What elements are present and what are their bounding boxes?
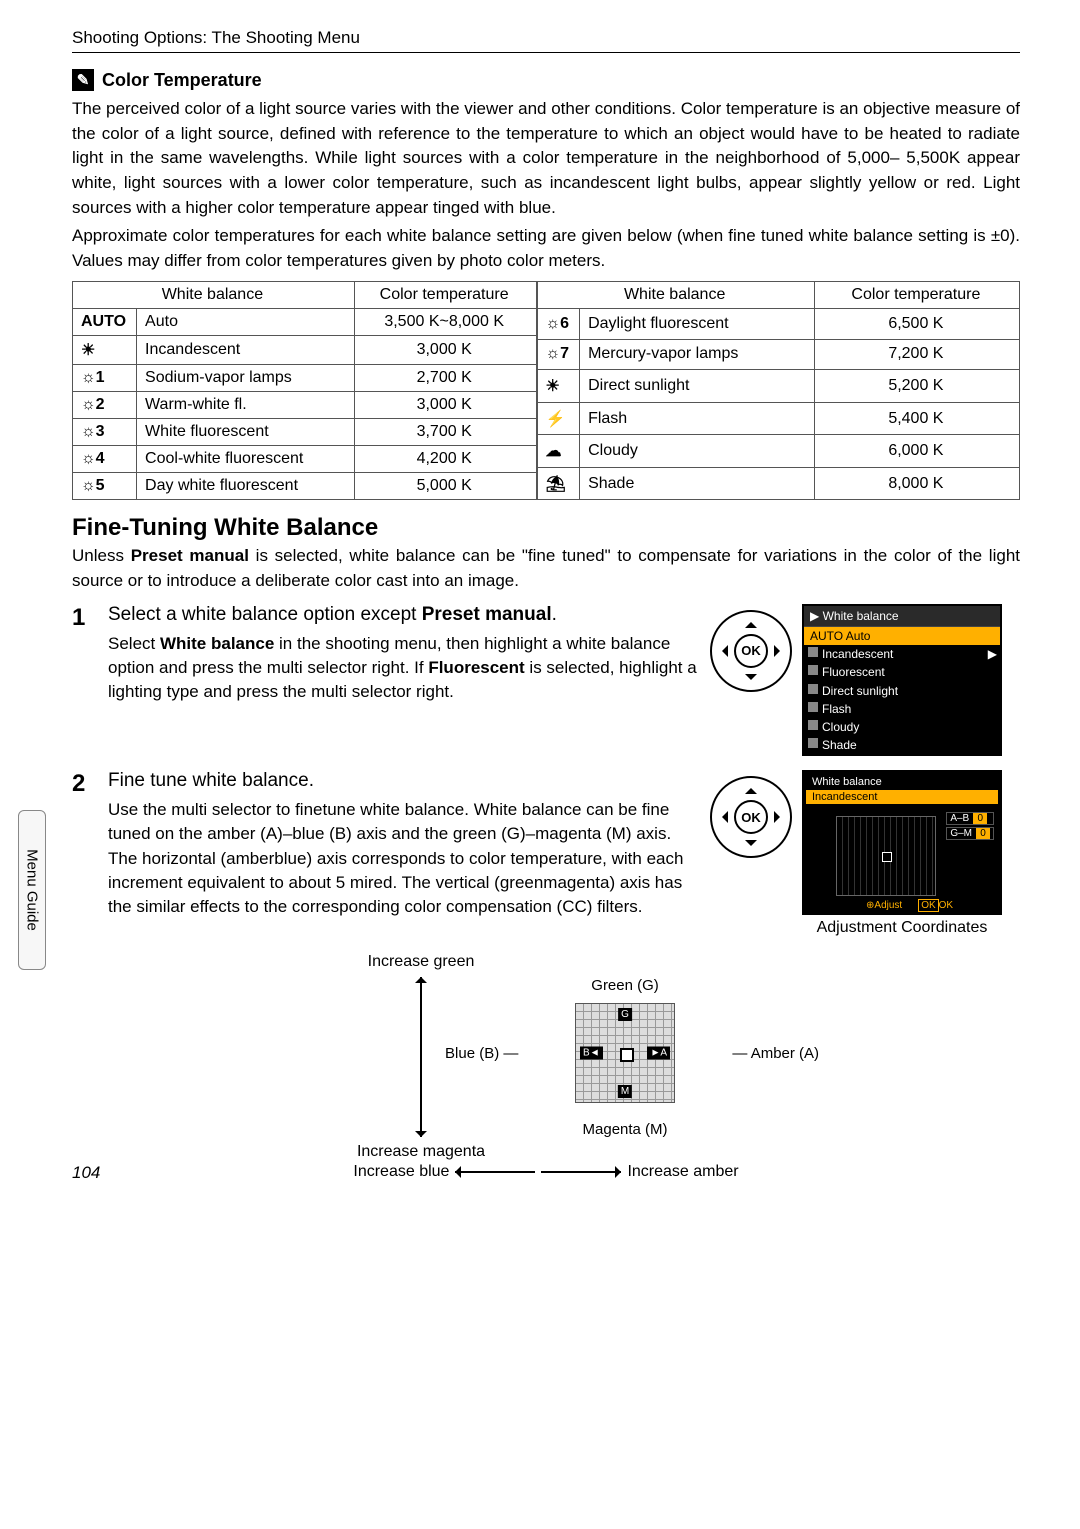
multi-selector-icon — [710, 776, 792, 858]
side-tab — [18, 810, 46, 970]
running-header: Shooting Options: The Shooting Menu — [72, 28, 1020, 53]
step-title: Select a white balance option except Pre… — [108, 604, 700, 626]
table-row: ☼4Cool-white fluorescent4,200 K — [73, 446, 537, 473]
step-1: 1 Select a white balance option except P… — [72, 604, 1020, 757]
lcd-menu-item: Fluorescent — [804, 663, 1000, 681]
table-row: ☼2Warm-white fl.3,000 K — [73, 392, 537, 419]
table-row: ☼1Sodium-vapor lamps2,700 K — [73, 365, 537, 392]
g-marker: G — [618, 1008, 632, 1021]
wb-table-right: White balance Color temperature ☼6Daylig… — [537, 281, 1020, 500]
step2-illustration: White balance Incandescent A–B0 G–M0 ⊕Ad… — [710, 770, 1020, 937]
pencil-icon: ✎ — [72, 69, 94, 91]
horizontal-axis-labels: Increase blue Increase amber — [72, 1163, 1020, 1181]
step-body: Use the multi selector to finetune white… — [108, 798, 700, 919]
axis-diagram: Increase green Increase magenta Green (G… — [72, 953, 1020, 1161]
page-number: 104 — [72, 1163, 100, 1183]
label-blue: Blue (B) — — [445, 1045, 518, 1062]
label-green: Green (G) — [591, 977, 659, 994]
wb-table-left: White balance Color temperature AUTOAuto… — [72, 281, 537, 500]
lcd-title: ▶ White balance — [804, 606, 1000, 627]
multi-selector-icon — [710, 610, 792, 692]
label-inc-green: Increase green — [357, 953, 485, 971]
lcd-menu-item: Incandescent▶ — [804, 645, 1000, 663]
vertical-arrow-icon — [420, 977, 422, 1137]
lcd-menu-item: Flash — [804, 700, 1000, 718]
lcd-menu-item: Shade — [804, 736, 1000, 754]
color-grid: G M B◄ ►A — [575, 1003, 675, 1103]
table-row: ☀Direct sunlight5,200 K — [537, 370, 1019, 403]
note-paragraph-2: Approximate color temperatures for each … — [72, 224, 1020, 273]
lcd-menu-1: ▶ White balance AUTO AutoIncandescent▶Fl… — [802, 604, 1002, 757]
lcd-menu-2: White balance Incandescent A–B0 G–M0 ⊕Ad… — [802, 770, 1002, 915]
wb-tables: White balance Color temperature AUTOAuto… — [72, 281, 1020, 500]
lcd2-caption: Adjustment Coordinates — [802, 919, 1002, 937]
step-body: Select White balance in the shooting men… — [108, 632, 700, 704]
th-wb: White balance — [73, 282, 355, 309]
step-number: 2 — [72, 770, 98, 937]
step-2: 2 Fine tune white balance. Use the multi… — [72, 770, 1020, 937]
m-marker: M — [618, 1085, 632, 1098]
coord-readout: A–B0 G–M0 — [946, 812, 994, 842]
label-magenta: Magenta (M) — [515, 1121, 735, 1138]
table-row: ☁Cloudy6,000 K — [537, 435, 1019, 468]
table-row: ☼6Daylight fluorescent6,500 K — [537, 309, 1019, 339]
lcd-menu-item: AUTO Auto — [804, 627, 1000, 645]
table-row: ☀Incandescent3,000 K — [73, 336, 537, 365]
table-row: ⛱Shade8,000 K — [537, 467, 1019, 500]
note-heading: ✎ Color Temperature — [72, 69, 1020, 91]
th-wb: White balance — [537, 282, 814, 309]
table-row: ⚡Flash5,400 K — [537, 402, 1019, 435]
table-row: ☼3White fluorescent3,700 K — [73, 419, 537, 446]
lcd-menu-item: Direct sunlight — [804, 682, 1000, 700]
label-amber: — Amber (A) — [732, 1045, 819, 1062]
step-title: Fine tune white balance. — [108, 770, 700, 792]
table-row: ☼7Mercury-vapor lamps7,200 K — [537, 339, 1019, 369]
lcd-menu-item: Cloudy — [804, 718, 1000, 736]
th-ct: Color temperature — [354, 282, 536, 309]
section-title: Fine-Tuning White Balance — [72, 514, 1020, 542]
section-intro: Unless Preset manual is selected, white … — [72, 544, 1020, 593]
note-paragraph-1: The perceived color of a light source va… — [72, 97, 1020, 220]
step-number: 1 — [72, 604, 98, 757]
th-ct: Color temperature — [814, 282, 1019, 309]
label-inc-magenta: Increase magenta — [357, 1143, 485, 1161]
note-title: Color Temperature — [102, 70, 262, 91]
table-row: AUTOAuto3,500 K~8,000 K — [73, 309, 537, 336]
b-marker: B◄ — [580, 1046, 603, 1059]
a-marker: ►A — [647, 1046, 670, 1059]
table-row: ☼5Day white fluorescent5,000 K — [73, 473, 537, 500]
step1-illustration: ▶ White balance AUTO AutoIncandescent▶Fl… — [710, 604, 1020, 757]
